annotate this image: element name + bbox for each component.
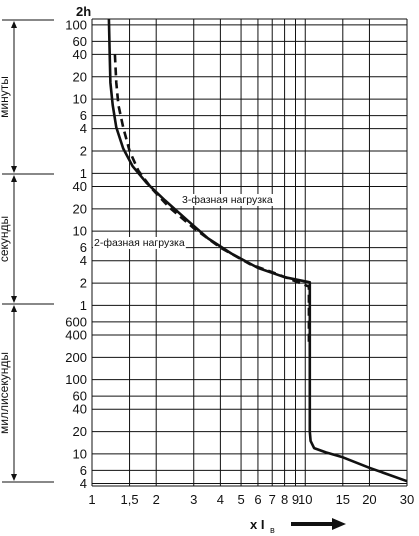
band-label-bg xyxy=(0,213,11,265)
y-tick-label: 4 xyxy=(80,121,87,136)
y-tick-label: 200 xyxy=(65,350,87,365)
x-tick-label: 10 xyxy=(298,492,312,507)
y-tick-label: 6 xyxy=(80,108,87,123)
x-axis-label: x I xyxy=(250,517,264,532)
band-arrow-up xyxy=(11,21,17,28)
y-tick-label: 10 xyxy=(73,224,87,239)
y-tick-label: 4 xyxy=(80,253,87,268)
series-label-bg xyxy=(181,194,274,206)
x-axis-arrow xyxy=(291,518,346,530)
x-tick-label: 5 xyxy=(237,492,244,507)
band-label: миллисекунды xyxy=(0,352,11,434)
y-tick-label: 20 xyxy=(73,201,87,216)
y-tick-label: 60 xyxy=(73,389,87,404)
x-tick-label: 20 xyxy=(362,492,376,507)
x-tick-label: 3 xyxy=(190,492,197,507)
y-tick-label: 100 xyxy=(65,17,87,32)
y-tick-label: 100 xyxy=(65,372,87,387)
y-tick-label: 2 xyxy=(80,144,87,159)
band-arrow-down xyxy=(11,296,17,303)
x-axis-label-subscript: в xyxy=(270,525,275,535)
x-tick-label: 7 xyxy=(269,492,276,507)
y-tick-label: 400 xyxy=(65,327,87,342)
band-label-bg xyxy=(0,74,11,120)
curves xyxy=(107,18,408,483)
x-tick-label: 15 xyxy=(336,492,350,507)
y-tick-label: 6 xyxy=(80,463,87,478)
x-tick-label: 8 xyxy=(281,492,288,507)
band-label: секунды xyxy=(0,216,11,262)
chart-grid xyxy=(91,18,408,487)
curve-2phase xyxy=(113,54,311,345)
curve-3phase xyxy=(107,18,408,483)
series-label-bg xyxy=(93,237,186,249)
y-tick-label: 2 xyxy=(80,276,87,291)
band-arrow-down xyxy=(11,474,17,481)
x-tick-label: 1,5 xyxy=(121,492,139,507)
y-tick-label: 40 xyxy=(73,402,87,417)
x-tick-label: 6 xyxy=(254,492,261,507)
series-label-3phase: 3-фазная нагрузка xyxy=(182,194,273,206)
series-label-2phase: 2-фазная нагрузка xyxy=(94,237,185,249)
y-tick-label: 1 xyxy=(80,298,87,313)
y-tick-label: 4 xyxy=(80,476,87,491)
y-tick-label: 6 xyxy=(80,240,87,255)
band-arrow-up xyxy=(11,305,17,312)
band-arrow-down xyxy=(11,166,17,173)
y-tick-label: 600 xyxy=(65,314,87,329)
y-tick-label: 1 xyxy=(80,166,87,181)
y-tick-label: 20 xyxy=(73,69,87,84)
y-tick-label: 20 xyxy=(73,424,87,439)
y-tick-label: 60 xyxy=(73,34,87,49)
y-tick-label: 10 xyxy=(73,92,87,107)
y-tick-label: 40 xyxy=(73,47,87,62)
band-arrow-up xyxy=(11,175,17,182)
y-tick-label: 40 xyxy=(73,179,87,194)
x-tick-label: 4 xyxy=(217,492,224,507)
x-tick-label: 1 xyxy=(88,492,95,507)
x-tick-label: 2 xyxy=(153,492,160,507)
x-tick-labels: 1 1,5 2 3 4 5 6 7 8 910 15 20 30 xyxy=(88,492,414,507)
x-tick-label: 9 xyxy=(292,492,299,507)
time-band-markers: минуты секунды миллисекунды xyxy=(0,19,54,483)
y-tick-labels: 1006040201064214020106421600400200100604… xyxy=(65,17,87,491)
band-label: минуты xyxy=(0,76,11,118)
band-label-bg xyxy=(0,350,11,436)
corner-label: 2h xyxy=(76,4,91,19)
x-tick-label: 30 xyxy=(400,492,414,507)
y-tick-label: 10 xyxy=(73,446,87,461)
